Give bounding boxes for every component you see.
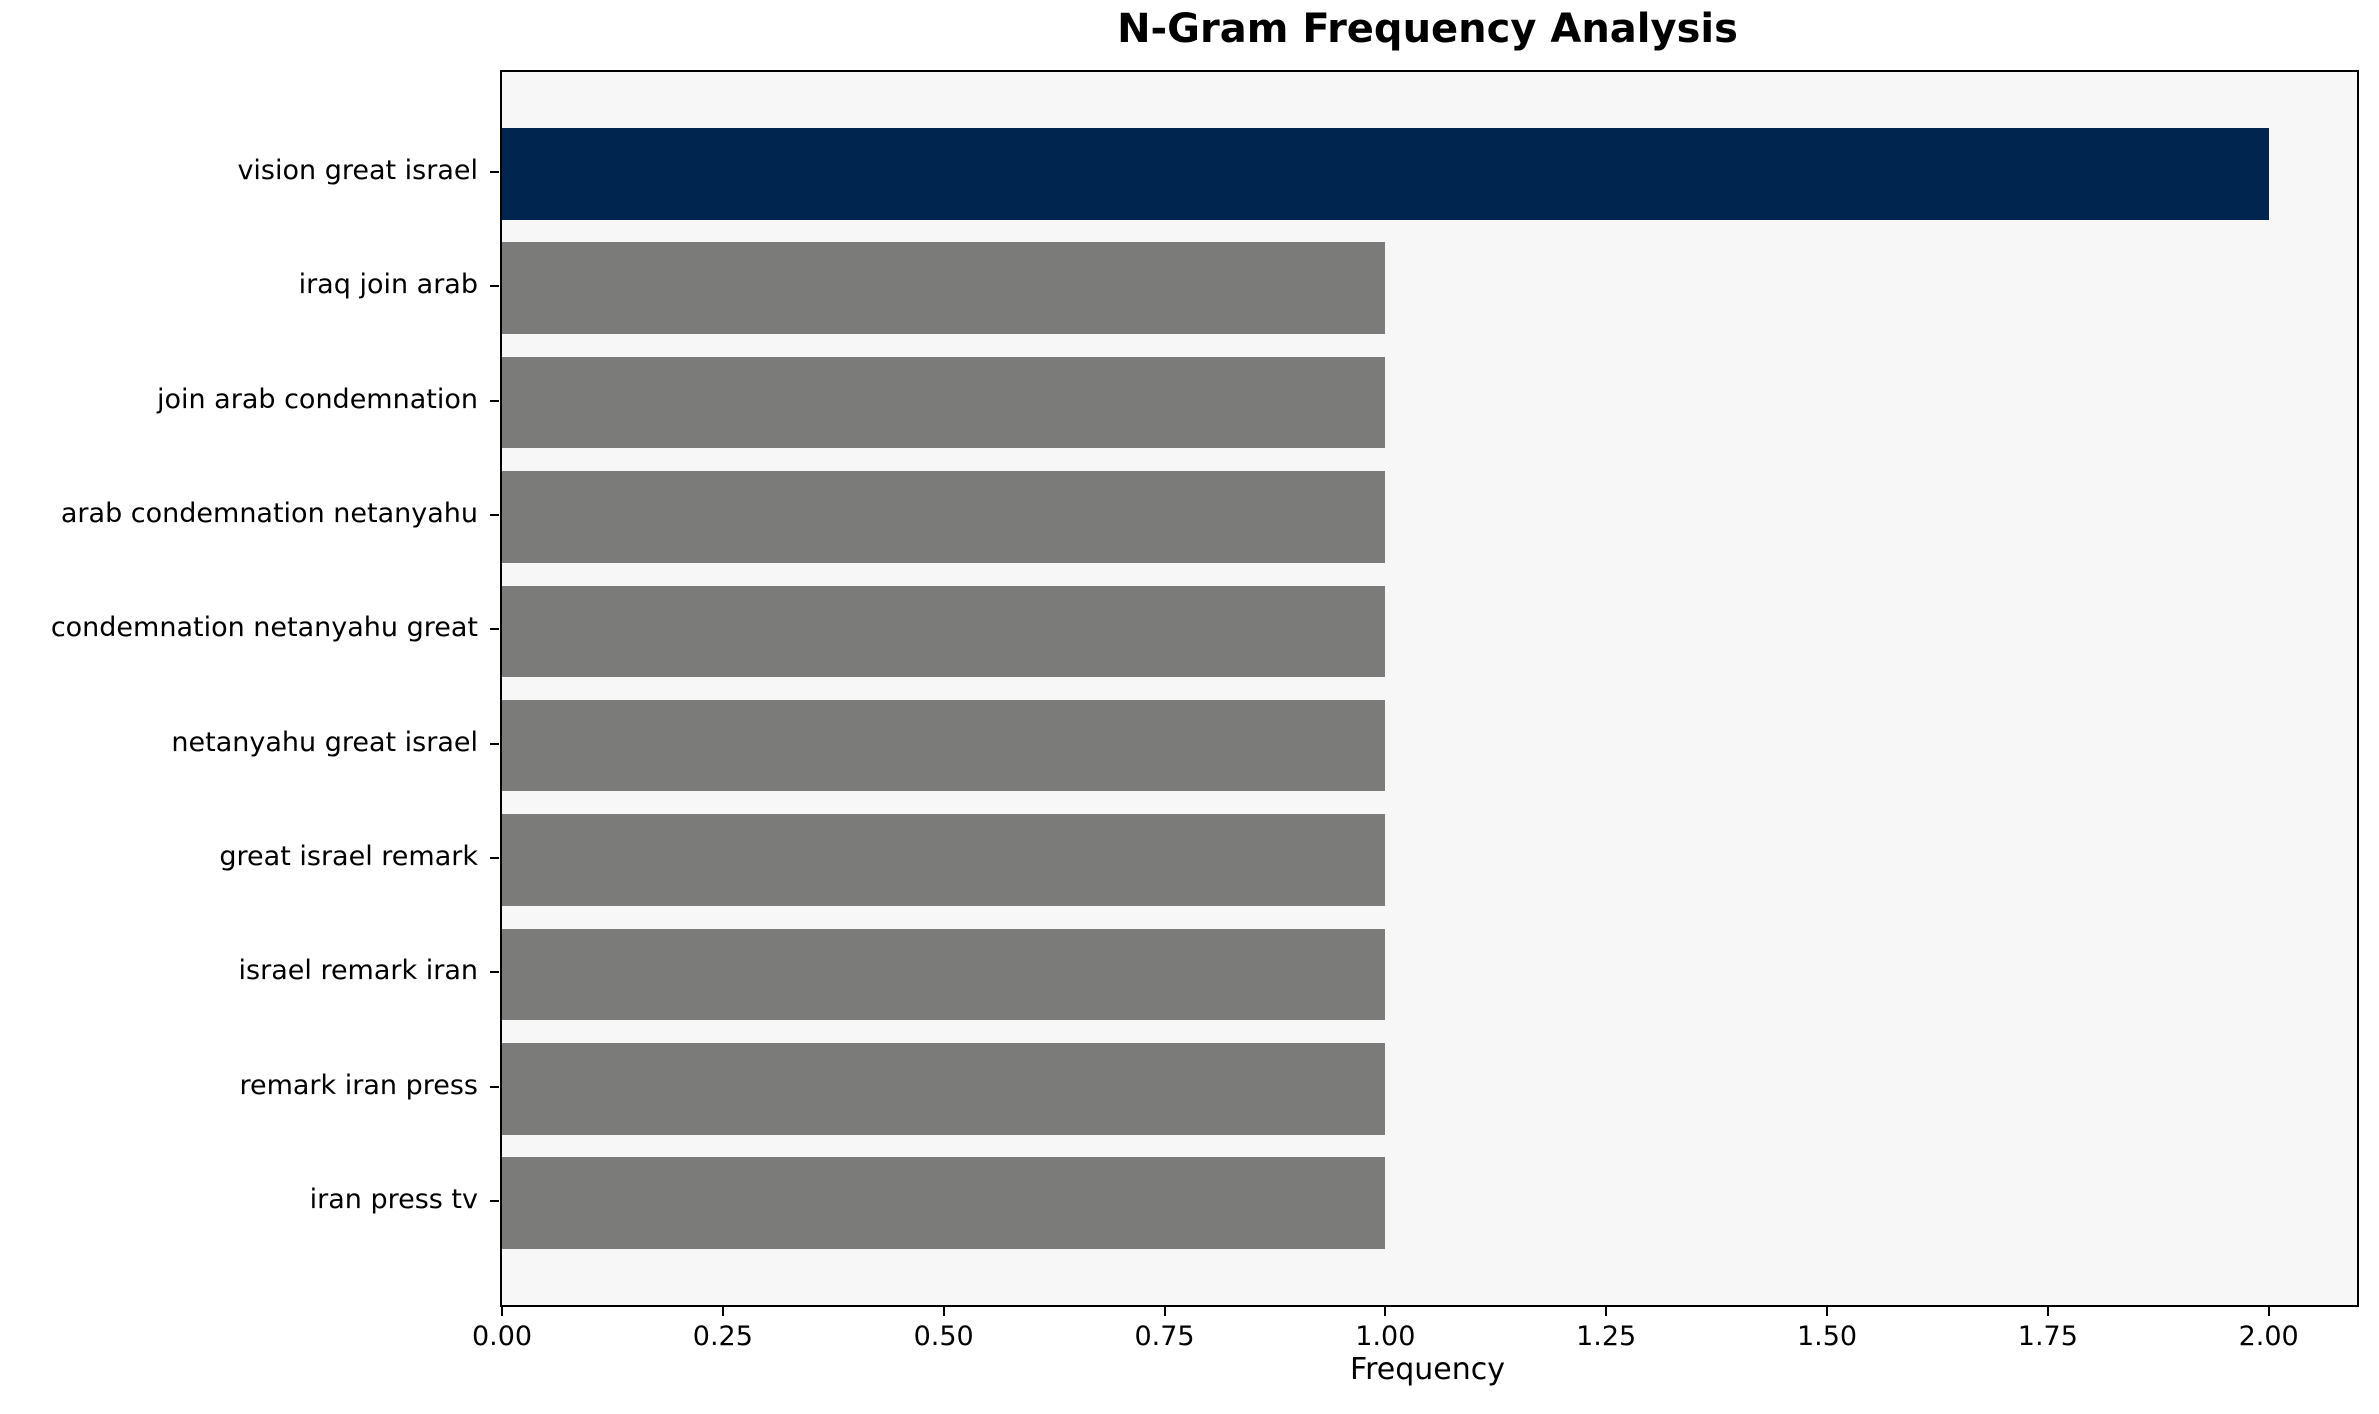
bar-netanyahu-great-israel: [502, 699, 1386, 792]
bar-great-israel-remark: [502, 814, 1386, 906]
y-tick-mark: [490, 628, 499, 631]
bar-join-arab-condemnation: [502, 356, 1386, 449]
y-tick-label: arab condemnation netanyahu: [60, 497, 478, 529]
plot-area: [500, 70, 2359, 1307]
y-tick-label: vision great israel: [237, 154, 478, 186]
x-tick-label: 0.50: [913, 1321, 974, 1352]
x-tick-label: 1.50: [1796, 1321, 1858, 1352]
x-tick-label: 1.00: [1355, 1321, 1416, 1352]
y-tick-mark: [490, 170, 499, 173]
y-tick-label: join arab condemnation: [156, 383, 478, 415]
y-tick-mark: [490, 1200, 499, 1203]
x-tick-label: 1.75: [2017, 1321, 2078, 1352]
x-tick-mark: [1163, 1307, 1166, 1316]
x-tick-label: 0.75: [1134, 1321, 1195, 1352]
y-tick-label: iraq join arab: [298, 269, 478, 301]
y-tick-mark: [490, 857, 499, 860]
y-tick-label: iran press tv: [309, 1184, 478, 1216]
x-tick-mark: [1826, 1307, 1828, 1316]
bar-arab-condemnation-netanyahu: [502, 471, 1386, 563]
y-tick-mark: [490, 971, 499, 974]
y-tick-mark: [490, 742, 499, 745]
y-tick-mark: [490, 399, 499, 402]
x-tick-mark: [942, 1307, 945, 1316]
x-tick-mark: [2267, 1307, 2270, 1316]
bar-israel-remark-iran: [502, 928, 1386, 1021]
y-tick-mark: [490, 513, 499, 516]
y-tick-label: condemnation netanyahu great: [50, 612, 478, 644]
x-tick-label: 1.25: [1576, 1321, 1637, 1352]
bar-iran-press-tv: [502, 1157, 1386, 1249]
y-tick-label: netanyahu great israel: [171, 726, 478, 758]
x-tick-mark: [1384, 1307, 1387, 1316]
bar-iraq-join-arab: [502, 242, 1386, 334]
y-tick-label: israel remark iran: [238, 955, 478, 987]
x-tick-label: 2.00: [2238, 1321, 2299, 1352]
y-tick-mark: [490, 285, 499, 288]
bar-vision-great-israel: [502, 128, 2269, 220]
chart-title: N-Gram Frequency Analysis: [1117, 6, 1738, 52]
x-tick-label: 0.25: [692, 1321, 753, 1352]
x-tick-mark: [501, 1307, 503, 1316]
bar-condemnation-netanyahu-great: [502, 585, 1386, 678]
y-tick-mark: [490, 1085, 499, 1088]
y-tick-label: remark iran press: [239, 1069, 478, 1101]
y-tick-label: great israel remark: [219, 841, 478, 873]
x-tick-mark: [2046, 1307, 2049, 1316]
x-tick-mark: [1605, 1307, 1608, 1316]
x-tick-label: 0.00: [471, 1321, 533, 1352]
x-axis-label: Frequency: [1350, 1352, 1505, 1387]
bar-remark-iran-press: [502, 1043, 1386, 1135]
x-tick-mark: [721, 1307, 724, 1316]
